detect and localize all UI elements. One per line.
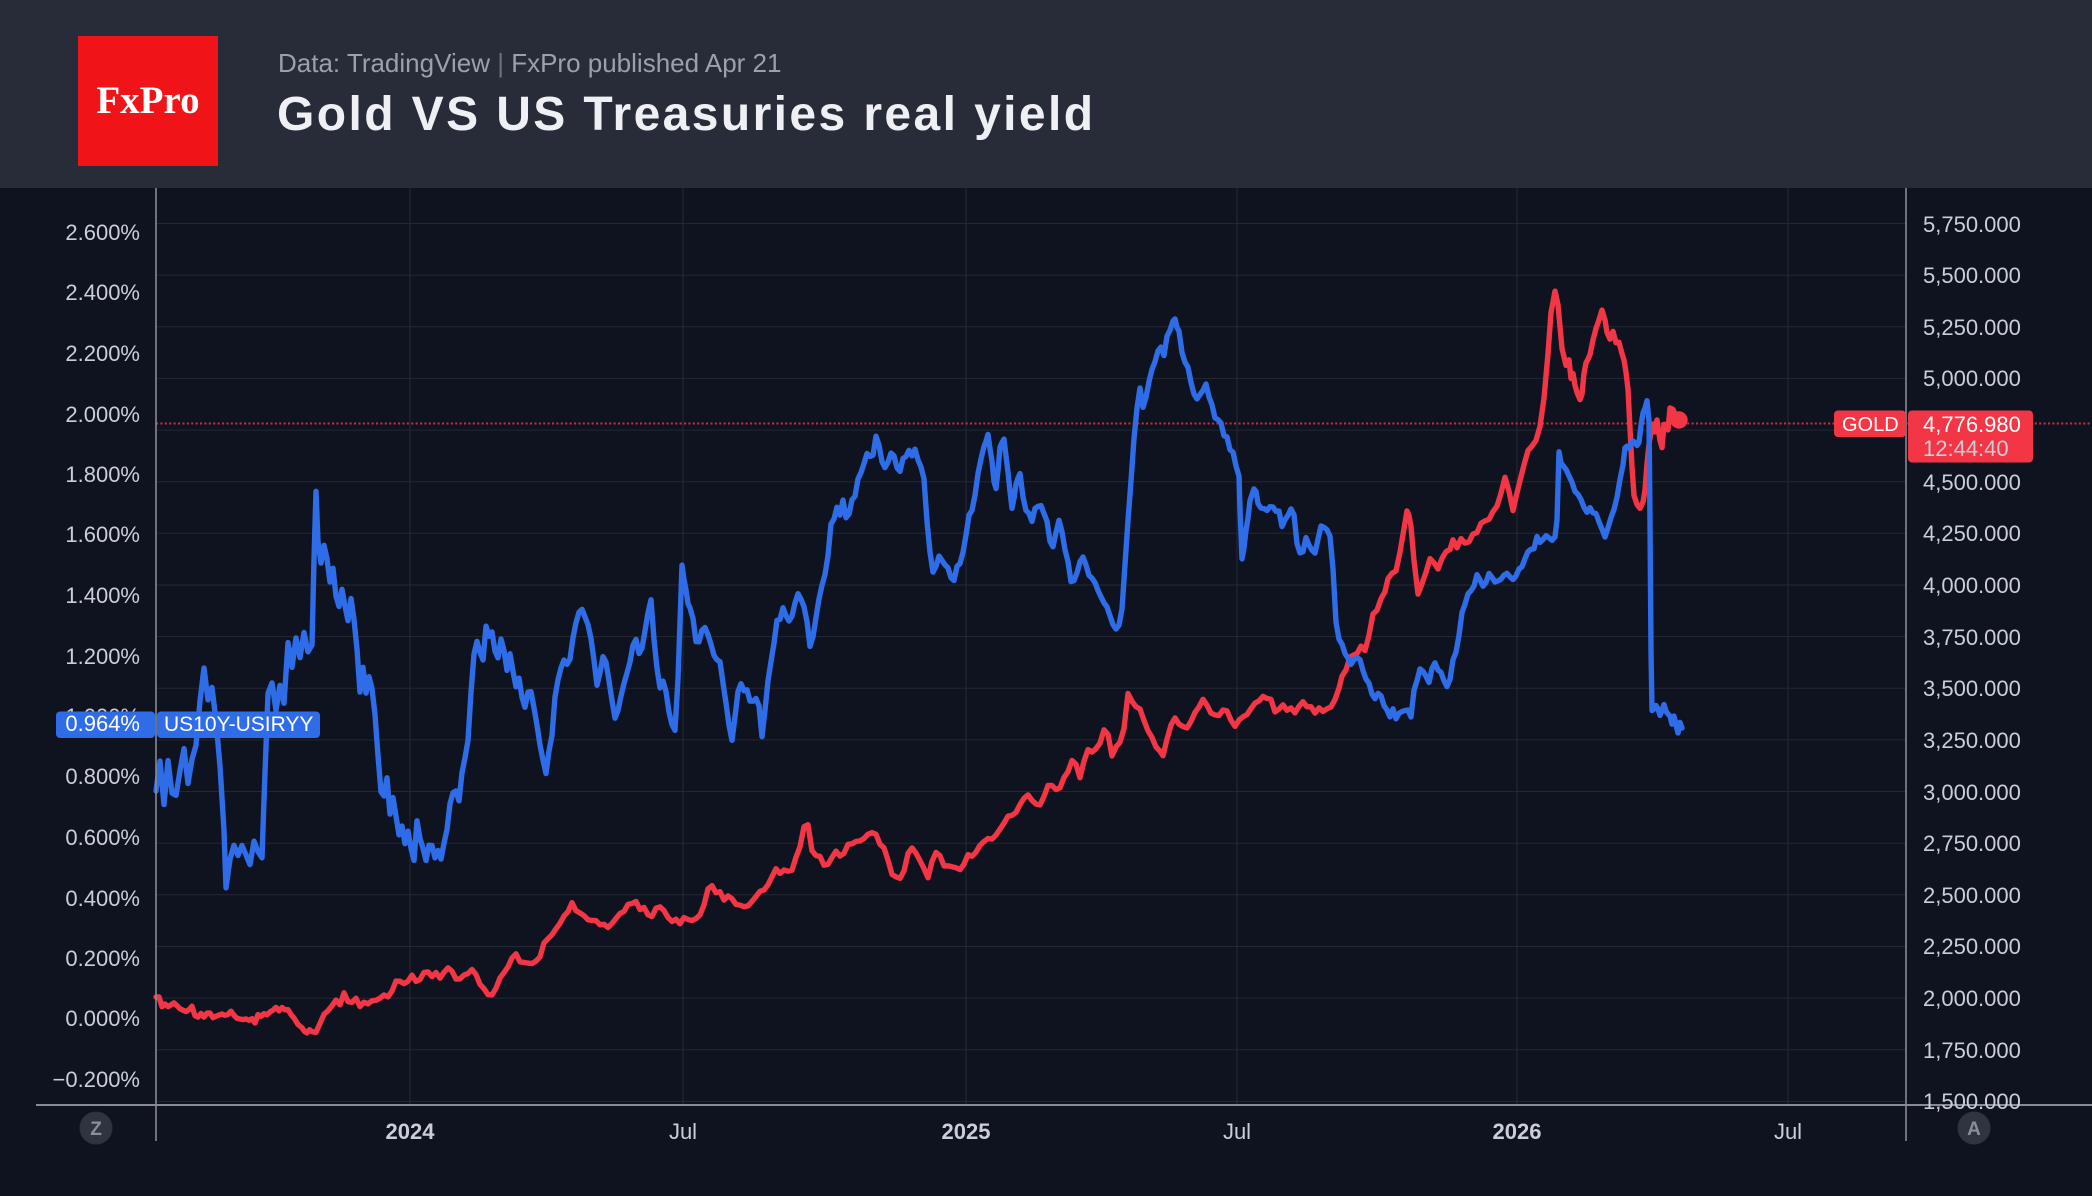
svg-text:5,000.000: 5,000.000 — [1923, 366, 2021, 391]
svg-text:−0.200%: −0.200% — [53, 1067, 140, 1092]
svg-text:3,250.000: 3,250.000 — [1923, 728, 2021, 753]
svg-text:1.800%: 1.800% — [65, 462, 140, 487]
svg-text:2.000%: 2.000% — [65, 402, 140, 427]
svg-text:2,750.000: 2,750.000 — [1923, 831, 2021, 856]
svg-text:US10Y-USIRYY: US10Y-USIRYY — [164, 713, 313, 736]
svg-text:2,000.000: 2,000.000 — [1923, 986, 2021, 1011]
svg-text:3,750.000: 3,750.000 — [1923, 625, 2021, 650]
svg-text:Jul: Jul — [1223, 1119, 1251, 1144]
svg-text:2024: 2024 — [386, 1119, 436, 1144]
svg-text:3,500.000: 3,500.000 — [1923, 676, 2021, 701]
svg-text:4,000.000: 4,000.000 — [1923, 573, 2021, 598]
svg-text:FxPro: FxPro — [96, 79, 199, 122]
svg-text:2.200%: 2.200% — [65, 341, 140, 366]
svg-text:2,250.000: 2,250.000 — [1923, 934, 2021, 959]
svg-text:5,750.000: 5,750.000 — [1923, 212, 2021, 237]
svg-text:Data: TradingView | FxPro publ: Data: TradingView | FxPro published Apr … — [278, 48, 781, 78]
svg-text:Gold VS US Treasuries real yie: Gold VS US Treasuries real yield — [277, 88, 1095, 141]
svg-text:1,500.000: 1,500.000 — [1923, 1089, 2021, 1114]
svg-text:GOLD: GOLD — [1842, 414, 1899, 436]
svg-text:2025: 2025 — [942, 1119, 991, 1144]
svg-text:5,500.000: 5,500.000 — [1923, 263, 2021, 288]
svg-text:2.400%: 2.400% — [65, 280, 140, 305]
svg-text:5,250.000: 5,250.000 — [1923, 315, 2021, 340]
svg-text:0.800%: 0.800% — [65, 764, 140, 789]
svg-text:2.600%: 2.600% — [65, 220, 140, 245]
svg-text:1,750.000: 1,750.000 — [1923, 1038, 2021, 1063]
svg-text:0.200%: 0.200% — [65, 946, 140, 971]
svg-text:12:44:40: 12:44:40 — [1923, 436, 2009, 461]
svg-text:1.400%: 1.400% — [65, 583, 140, 608]
svg-text:0.600%: 0.600% — [65, 825, 140, 850]
svg-text:4,500.000: 4,500.000 — [1923, 470, 2021, 495]
svg-text:0.400%: 0.400% — [65, 886, 140, 911]
svg-text:4,776.980: 4,776.980 — [1923, 412, 2021, 437]
svg-text:2026: 2026 — [1493, 1119, 1542, 1144]
svg-text:A: A — [1967, 1119, 1981, 1140]
svg-text:1.200%: 1.200% — [65, 644, 140, 669]
svg-text:1.600%: 1.600% — [65, 522, 140, 547]
svg-text:Z: Z — [90, 1119, 102, 1140]
svg-text:Jul: Jul — [1774, 1119, 1802, 1144]
svg-text:0.000%: 0.000% — [65, 1006, 140, 1031]
svg-text:4,250.000: 4,250.000 — [1923, 521, 2021, 546]
svg-text:0.964%: 0.964% — [65, 711, 140, 736]
svg-text:Jul: Jul — [669, 1119, 697, 1144]
svg-text:2,500.000: 2,500.000 — [1923, 883, 2021, 908]
svg-text:3,000.000: 3,000.000 — [1923, 780, 2021, 805]
